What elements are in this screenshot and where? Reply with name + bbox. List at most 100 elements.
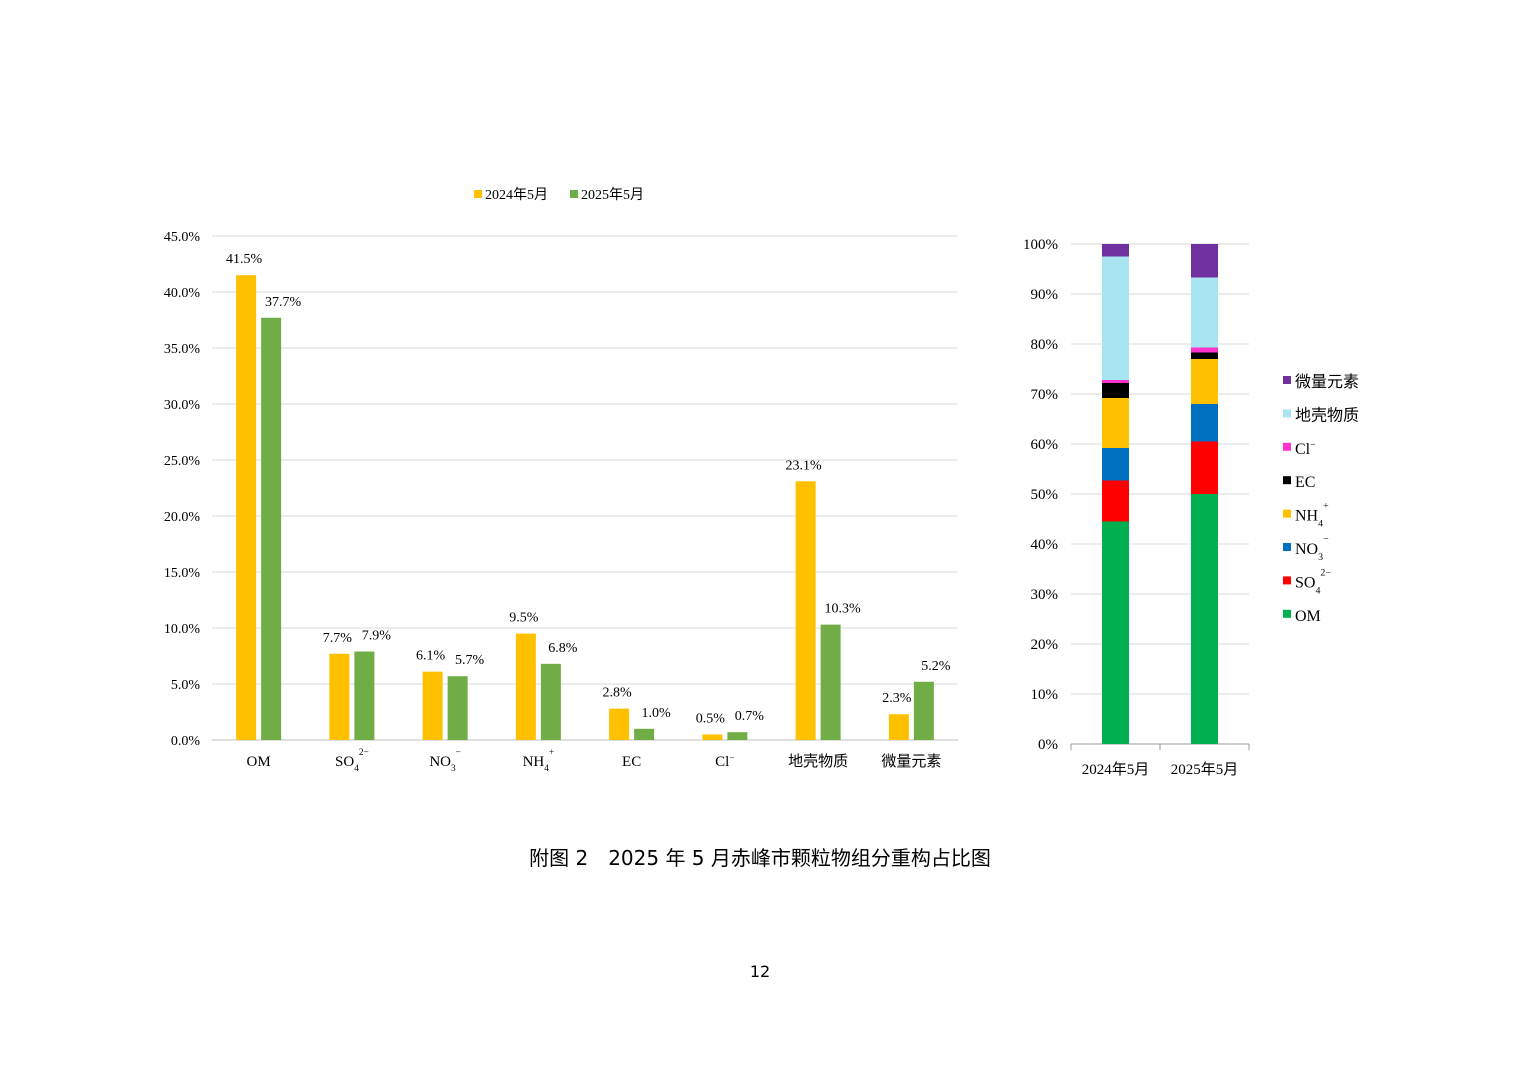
legend-label: Cl− xyxy=(1295,440,1316,458)
legend-swatch xyxy=(1283,442,1291,451)
data-label: 7.9% xyxy=(362,629,392,644)
bar xyxy=(447,676,468,740)
legend-label: 2025年5月 xyxy=(581,187,644,203)
y-tick-label: 0% xyxy=(1038,737,1058,753)
x-tick-label: NH4+ xyxy=(523,748,555,774)
y-tick-label: 10% xyxy=(1031,687,1059,703)
legend-swatch xyxy=(1283,543,1291,551)
data-label: 2.8% xyxy=(603,686,633,701)
legend-label: 微量元素 xyxy=(1295,373,1359,391)
legend-swatch xyxy=(570,190,578,198)
stacked-segment xyxy=(1102,256,1129,380)
stacked-segment xyxy=(1102,398,1129,448)
y-tick-label: 30% xyxy=(1031,587,1059,603)
y-tick-label: 15.0% xyxy=(164,566,201,581)
bar xyxy=(795,481,816,740)
bar xyxy=(540,663,561,740)
legend-label: SO42− xyxy=(1295,567,1331,596)
legend-label: NO3− xyxy=(1295,534,1329,563)
stacked-percent-chart: 0% 10% 20% 30% 40% 50% 60% 70% 80% 90% 100% 2024年5月… xyxy=(1023,237,1359,778)
bar xyxy=(354,651,375,740)
legend-label: EC xyxy=(1295,474,1315,491)
legend-swatch xyxy=(1283,576,1291,585)
bar xyxy=(634,728,655,740)
bar xyxy=(702,734,723,740)
bar xyxy=(236,275,257,740)
stacked-segment xyxy=(1191,404,1218,442)
y-tick-label: 50% xyxy=(1031,487,1059,503)
grouped-bar-chart: 0.0% 5.0% 10.0% 15.0% 20.0% 25.0% 30.0% 35.0% 40… xyxy=(164,187,958,774)
x-tick-label: 地壳物质 xyxy=(788,753,848,770)
bar xyxy=(609,708,630,740)
stacked-segment xyxy=(1102,244,1129,257)
figure-caption: 附图 2 2025 年 5 月赤峰市颗粒物组分重构占比图 xyxy=(529,846,991,870)
y-tick-label: 90% xyxy=(1031,287,1059,303)
stacked-segment xyxy=(1191,277,1218,348)
bar xyxy=(888,714,909,740)
stacked-segment xyxy=(1191,359,1218,404)
y-tick-label: 5.0% xyxy=(171,678,201,693)
x-tick-label: 2024年5月 xyxy=(1082,761,1150,778)
data-label: 7.7% xyxy=(323,631,353,646)
stacked-segment xyxy=(1191,244,1218,278)
stacked-segment xyxy=(1102,521,1129,744)
legend-swatch xyxy=(1283,376,1291,384)
stacked-segment xyxy=(1191,347,1218,353)
legend-swatch xyxy=(1283,409,1291,418)
stacked-segment xyxy=(1191,494,1218,744)
legend-swatch xyxy=(1283,476,1291,485)
y-tick-label: 35.0% xyxy=(164,342,201,357)
y-tick-label: 20.0% xyxy=(164,510,201,525)
bar xyxy=(820,624,841,740)
data-label: 5.7% xyxy=(455,653,485,668)
stacked-segment xyxy=(1191,441,1218,494)
stacked-segment xyxy=(1102,383,1129,398)
data-label: 6.1% xyxy=(416,649,446,664)
y-tick-label: 60% xyxy=(1031,437,1059,453)
x-tick-label: 微量元素 xyxy=(881,753,941,770)
stacked-segment xyxy=(1191,352,1218,359)
y-tick-label: 25.0% xyxy=(164,454,201,469)
data-label: 0.7% xyxy=(735,709,765,724)
x-tick-label: SO42− xyxy=(335,748,369,774)
y-tick-label: 20% xyxy=(1031,637,1059,653)
legend-label: 2024年5月 xyxy=(485,187,548,203)
legend-swatch xyxy=(474,190,482,198)
y-tick-label: 80% xyxy=(1031,337,1059,353)
bar xyxy=(422,671,443,740)
data-label: 6.8% xyxy=(548,641,578,656)
data-label: 10.3% xyxy=(825,602,862,617)
data-label: 2.3% xyxy=(882,691,912,706)
bar xyxy=(515,633,536,740)
legend-swatch xyxy=(1283,609,1291,618)
page-number: 12 xyxy=(749,962,771,981)
y-tick-label: 10.0% xyxy=(164,622,201,637)
bar xyxy=(913,681,934,740)
y-tick-label: 30.0% xyxy=(164,398,201,413)
data-label: 1.0% xyxy=(642,706,672,721)
bar xyxy=(329,653,350,740)
bar xyxy=(727,732,748,740)
legend-label: OM xyxy=(1295,608,1321,625)
legend-swatch xyxy=(1283,509,1291,518)
stacked-segment xyxy=(1102,480,1129,522)
x-tick-label: NO3− xyxy=(429,748,461,774)
bar xyxy=(261,317,282,740)
data-label: 37.7% xyxy=(265,295,302,310)
y-tick-label: 0.0% xyxy=(171,734,201,749)
legend-label: 地壳物质 xyxy=(1295,406,1359,424)
y-tick-label: 100% xyxy=(1023,237,1058,253)
y-tick-label: 70% xyxy=(1031,387,1059,403)
x-tick-label: 2025年5月 xyxy=(1171,761,1239,778)
data-label: 5.2% xyxy=(921,659,951,674)
x-tick-label: OM xyxy=(247,754,271,770)
x-tick-label: EC xyxy=(622,754,641,770)
data-label: 0.5% xyxy=(696,711,726,726)
data-label: 23.1% xyxy=(786,458,823,473)
y-tick-label: 40.0% xyxy=(164,286,201,301)
stacked-segment xyxy=(1102,380,1129,383)
y-tick-label: 45.0% xyxy=(164,230,201,245)
stacked-segment xyxy=(1102,448,1129,481)
legend-label: NH4+ xyxy=(1295,501,1329,530)
data-label: 9.5% xyxy=(509,611,539,626)
